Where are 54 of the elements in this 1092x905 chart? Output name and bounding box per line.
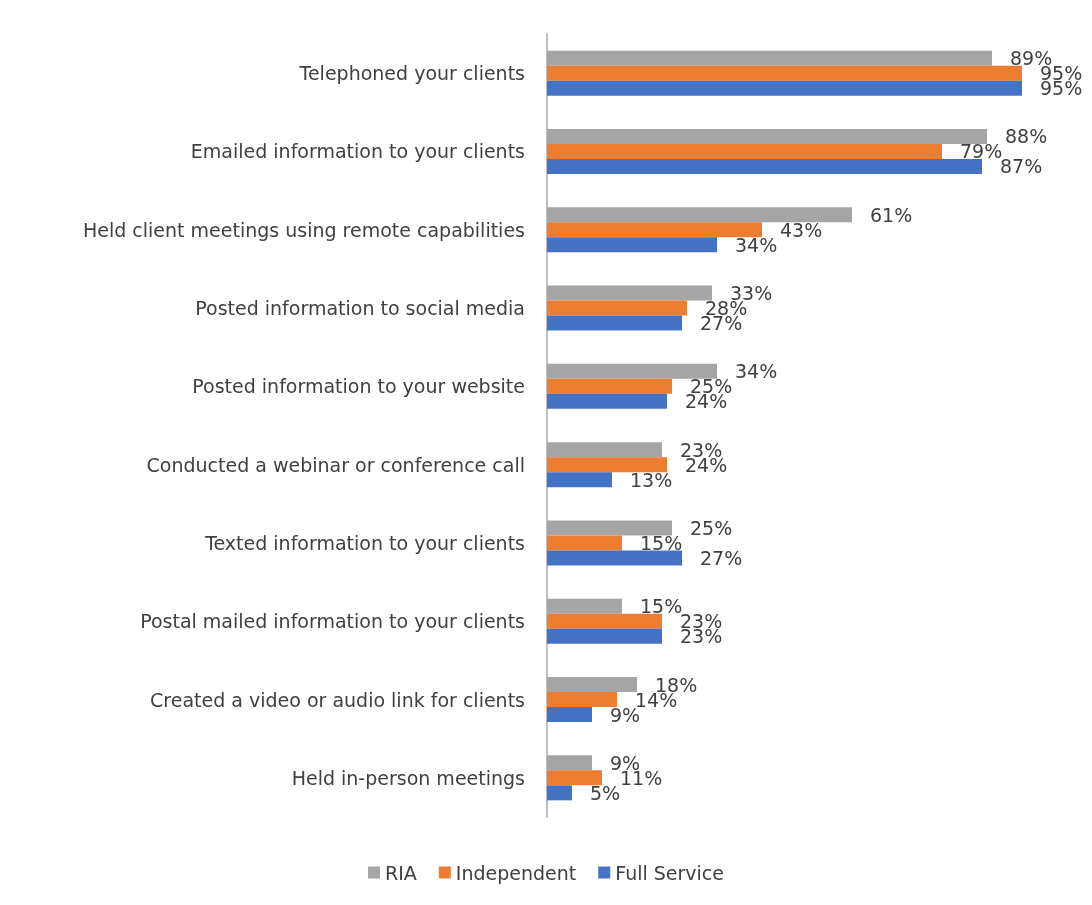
data-label: 34% [735,233,778,256]
bar [547,158,982,174]
y-tick-label: Held in-person meetings [291,766,525,789]
bar [547,770,602,786]
bar [547,80,1022,96]
y-tick-label: Postal mailed information to your clients [140,610,525,633]
bar [547,535,622,551]
data-label: 87% [1000,155,1043,178]
data-label: 43% [780,218,823,241]
data-label: 25% [690,516,733,539]
y-tick-label: Posted information to social media [195,297,525,320]
bar [547,300,687,316]
y-tick-label: Posted information to your website [192,375,525,398]
data-label: 88% [1005,125,1048,148]
bar [547,755,592,771]
bar [547,207,852,223]
bar [547,550,682,566]
bar [547,363,717,379]
y-tick-label: Emailed information to your clients [190,140,525,163]
data-label: 5% [590,781,621,804]
data-label: 61% [870,203,913,226]
bar [547,237,717,253]
bar [547,285,712,301]
data-label: 13% [630,468,673,491]
bar [547,785,572,801]
y-tick-label: Telephoned your clients [298,62,525,85]
bar [547,520,672,536]
bar [547,393,667,409]
bar [547,50,992,66]
bar [547,472,612,488]
bar [547,143,942,159]
y-tick-label: Created a video or audio link for clients [150,688,525,711]
bar [547,677,637,693]
bar [547,628,662,644]
bar [547,222,762,238]
bar [547,65,1022,81]
bar [547,457,667,473]
bar [547,315,682,331]
bar [547,378,672,394]
bar [547,613,662,629]
bar [547,707,592,723]
data-label: 27% [700,546,743,569]
y-tick-label: Texted information to your clients [204,531,525,554]
bar [547,128,987,144]
bar [547,692,617,708]
data-label: 15% [640,531,683,554]
y-tick-label: Conducted a webinar or conference call [146,453,525,476]
legend-label: RIA [385,861,417,884]
data-label: 34% [735,360,778,383]
legend-label: Full Service [615,861,724,884]
legend-label: Independent [455,861,577,884]
y-tick-label: Held client meetings using remote capabilities [82,218,525,241]
bar [547,442,662,458]
bar [547,598,622,614]
